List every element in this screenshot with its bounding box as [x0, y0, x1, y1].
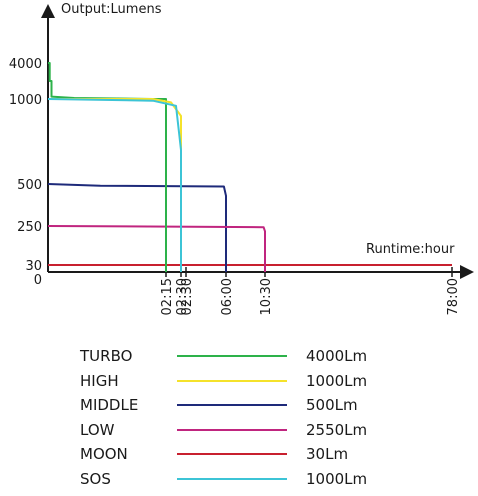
y-tick-label: 250 — [17, 220, 42, 235]
y-tick-label: 30 — [25, 259, 42, 274]
legend-item-high: HIGH 1000Lm — [0, 369, 478, 393]
series-line-turbo — [48, 62, 167, 272]
legend-output-label: 1000Lm — [306, 469, 368, 488]
chart: Output:Lumens Runtime:hour 4000 1000 500 25… — [9, 2, 474, 315]
y-tick-labels: 4000 1000 500 250 300 — [9, 57, 42, 288]
legend-output-label: 30Lm — [306, 445, 349, 463]
x-axis-arrow-icon — [460, 265, 474, 279]
legend-item-low: LOW 2550Lm — [0, 418, 478, 442]
legend-output-label: 4000Lm — [306, 347, 368, 365]
x-tick-label: 10:30 — [259, 278, 274, 315]
x-tick-label: 06:00 — [220, 278, 235, 315]
series-line-low — [47, 225, 266, 272]
legend-swatch — [177, 477, 287, 480]
y-tick-label: 0 — [34, 273, 42, 288]
y-tick-label: 4000 — [9, 57, 42, 72]
x-tick-label: 02:30 — [180, 278, 195, 315]
legend-item-sos: SOS 1000Lm — [0, 467, 478, 491]
legend-item-turbo: TURBO 4000Lm — [0, 344, 478, 368]
axes — [41, 4, 474, 279]
legend-mode-label: MOON — [80, 445, 128, 463]
y-axis-arrow-icon — [41, 4, 55, 18]
legend-mode-label: HIGH — [80, 371, 119, 390]
x-tick-label: 02:15 — [160, 278, 175, 315]
legend-mode-label: LOW — [80, 420, 115, 439]
legend-item-middle: MIDDLE 500Lm — [0, 393, 478, 417]
legend-item-moon: MOON 30Lm — [0, 442, 478, 466]
legend-swatch — [177, 404, 287, 406]
legend-swatch — [177, 379, 287, 382]
y-tick-label: 500 — [17, 178, 42, 193]
legend-swatch — [177, 355, 287, 357]
series-line-middle — [47, 183, 227, 272]
legend-output-label: 1000Lm — [306, 371, 368, 390]
y-axis-title: Output:Lumens — [61, 2, 162, 17]
legend-output-label: 2550Lm — [306, 420, 368, 439]
x-tick-label: 78:00 — [446, 278, 461, 315]
series-lines — [47, 62, 452, 272]
legend-mode-label: MIDDLE — [80, 396, 139, 414]
legend-mode-label: SOS — [80, 469, 111, 488]
x-tick-label: 02:30 — [175, 278, 190, 315]
legend-swatch — [177, 428, 287, 431]
x-axis-title: Runtime:hour — [366, 242, 455, 257]
legend-swatch — [177, 453, 287, 455]
legend-output-label: 500Lm — [306, 396, 358, 414]
legend-mode-label: TURBO — [80, 347, 133, 365]
series-line-sos — [47, 98, 182, 272]
y-tick-label: 1000 — [9, 93, 42, 108]
